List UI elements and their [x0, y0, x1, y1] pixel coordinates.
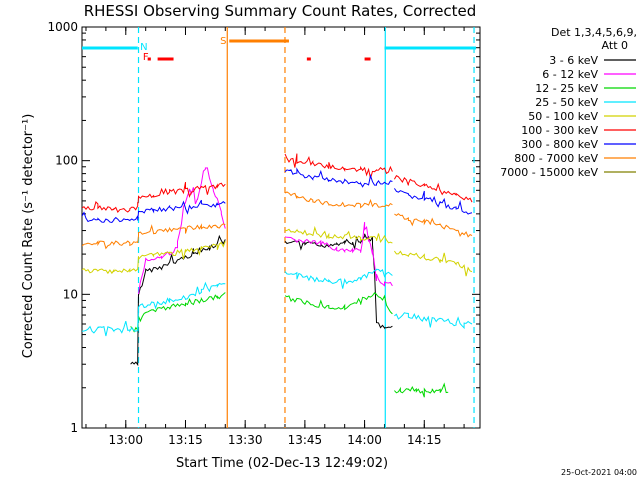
series-line	[82, 182, 226, 214]
series-line	[82, 223, 226, 250]
y-tick-label: 1000	[47, 20, 78, 34]
legend-label: 50 - 100 keV	[528, 110, 598, 123]
legend-subtitle: Att 0	[602, 39, 628, 52]
series-line	[393, 188, 473, 215]
flag-letter: F	[143, 52, 149, 63]
legend-label: 12 - 25 keV	[535, 82, 598, 95]
series-line	[130, 292, 226, 333]
legend-title: Det 1,3,4,5,6,9,	[551, 26, 637, 39]
x-tick-label: 13:30	[228, 433, 263, 447]
series-line	[393, 250, 473, 277]
x-tick-label: 14:00	[347, 433, 382, 447]
x-tick-label: 13:15	[168, 433, 203, 447]
series-line	[138, 167, 226, 294]
series-line	[82, 199, 226, 224]
series-line	[284, 268, 393, 289]
legend-label: 7000 - 15000 keV	[500, 166, 598, 179]
legend-label: 800 - 7000 keV	[514, 152, 598, 165]
plot-frame	[81, 26, 481, 429]
series-line	[284, 222, 393, 287]
y-tick-label: 1	[70, 421, 78, 435]
x-tick-label: 13:45	[288, 433, 323, 447]
x-axis-label: Start Time (02-Dec-13 12:49:02)	[176, 456, 388, 471]
series-line	[284, 191, 393, 209]
series-line	[394, 382, 449, 398]
series-line	[284, 153, 393, 179]
series-line	[284, 292, 393, 315]
y-tick-label: 100	[55, 154, 78, 168]
series-line	[284, 225, 393, 244]
y-tick-label: 10	[63, 287, 78, 301]
series-line	[394, 213, 473, 238]
flag-letter: S	[220, 36, 226, 47]
series-line	[393, 175, 473, 203]
y-axis-label: Corrected Count Rate (s⁻¹ detector⁻¹)	[21, 114, 36, 359]
flag-letter: N	[140, 42, 147, 53]
legend-label: 3 - 6 keV	[549, 54, 598, 67]
series-line	[130, 234, 226, 367]
series-line	[284, 233, 393, 330]
plot-marks: 1 10 100 1000 13:00 13:15 13:30 13:45 14:00 14:15…	[47, 20, 636, 447]
legend-label: 25 - 50 keV	[535, 96, 598, 109]
x-tick-label: 14:15	[407, 433, 442, 447]
series-line	[394, 312, 473, 330]
data-layer	[82, 27, 477, 428]
series-line	[284, 167, 393, 188]
legend-label: 100 - 300 keV	[521, 124, 598, 137]
legend-label: 300 - 800 keV	[521, 138, 598, 151]
series-line	[82, 241, 226, 275]
chart-title: RHESSI Observing Summary Count Rates, Co…	[84, 2, 477, 20]
x-tick-label: 13:00	[108, 433, 143, 447]
series-line	[82, 281, 226, 337]
legend-label: 6 - 12 keV	[542, 68, 598, 81]
footer-date: 25-Oct-2021 04:00	[561, 468, 637, 477]
